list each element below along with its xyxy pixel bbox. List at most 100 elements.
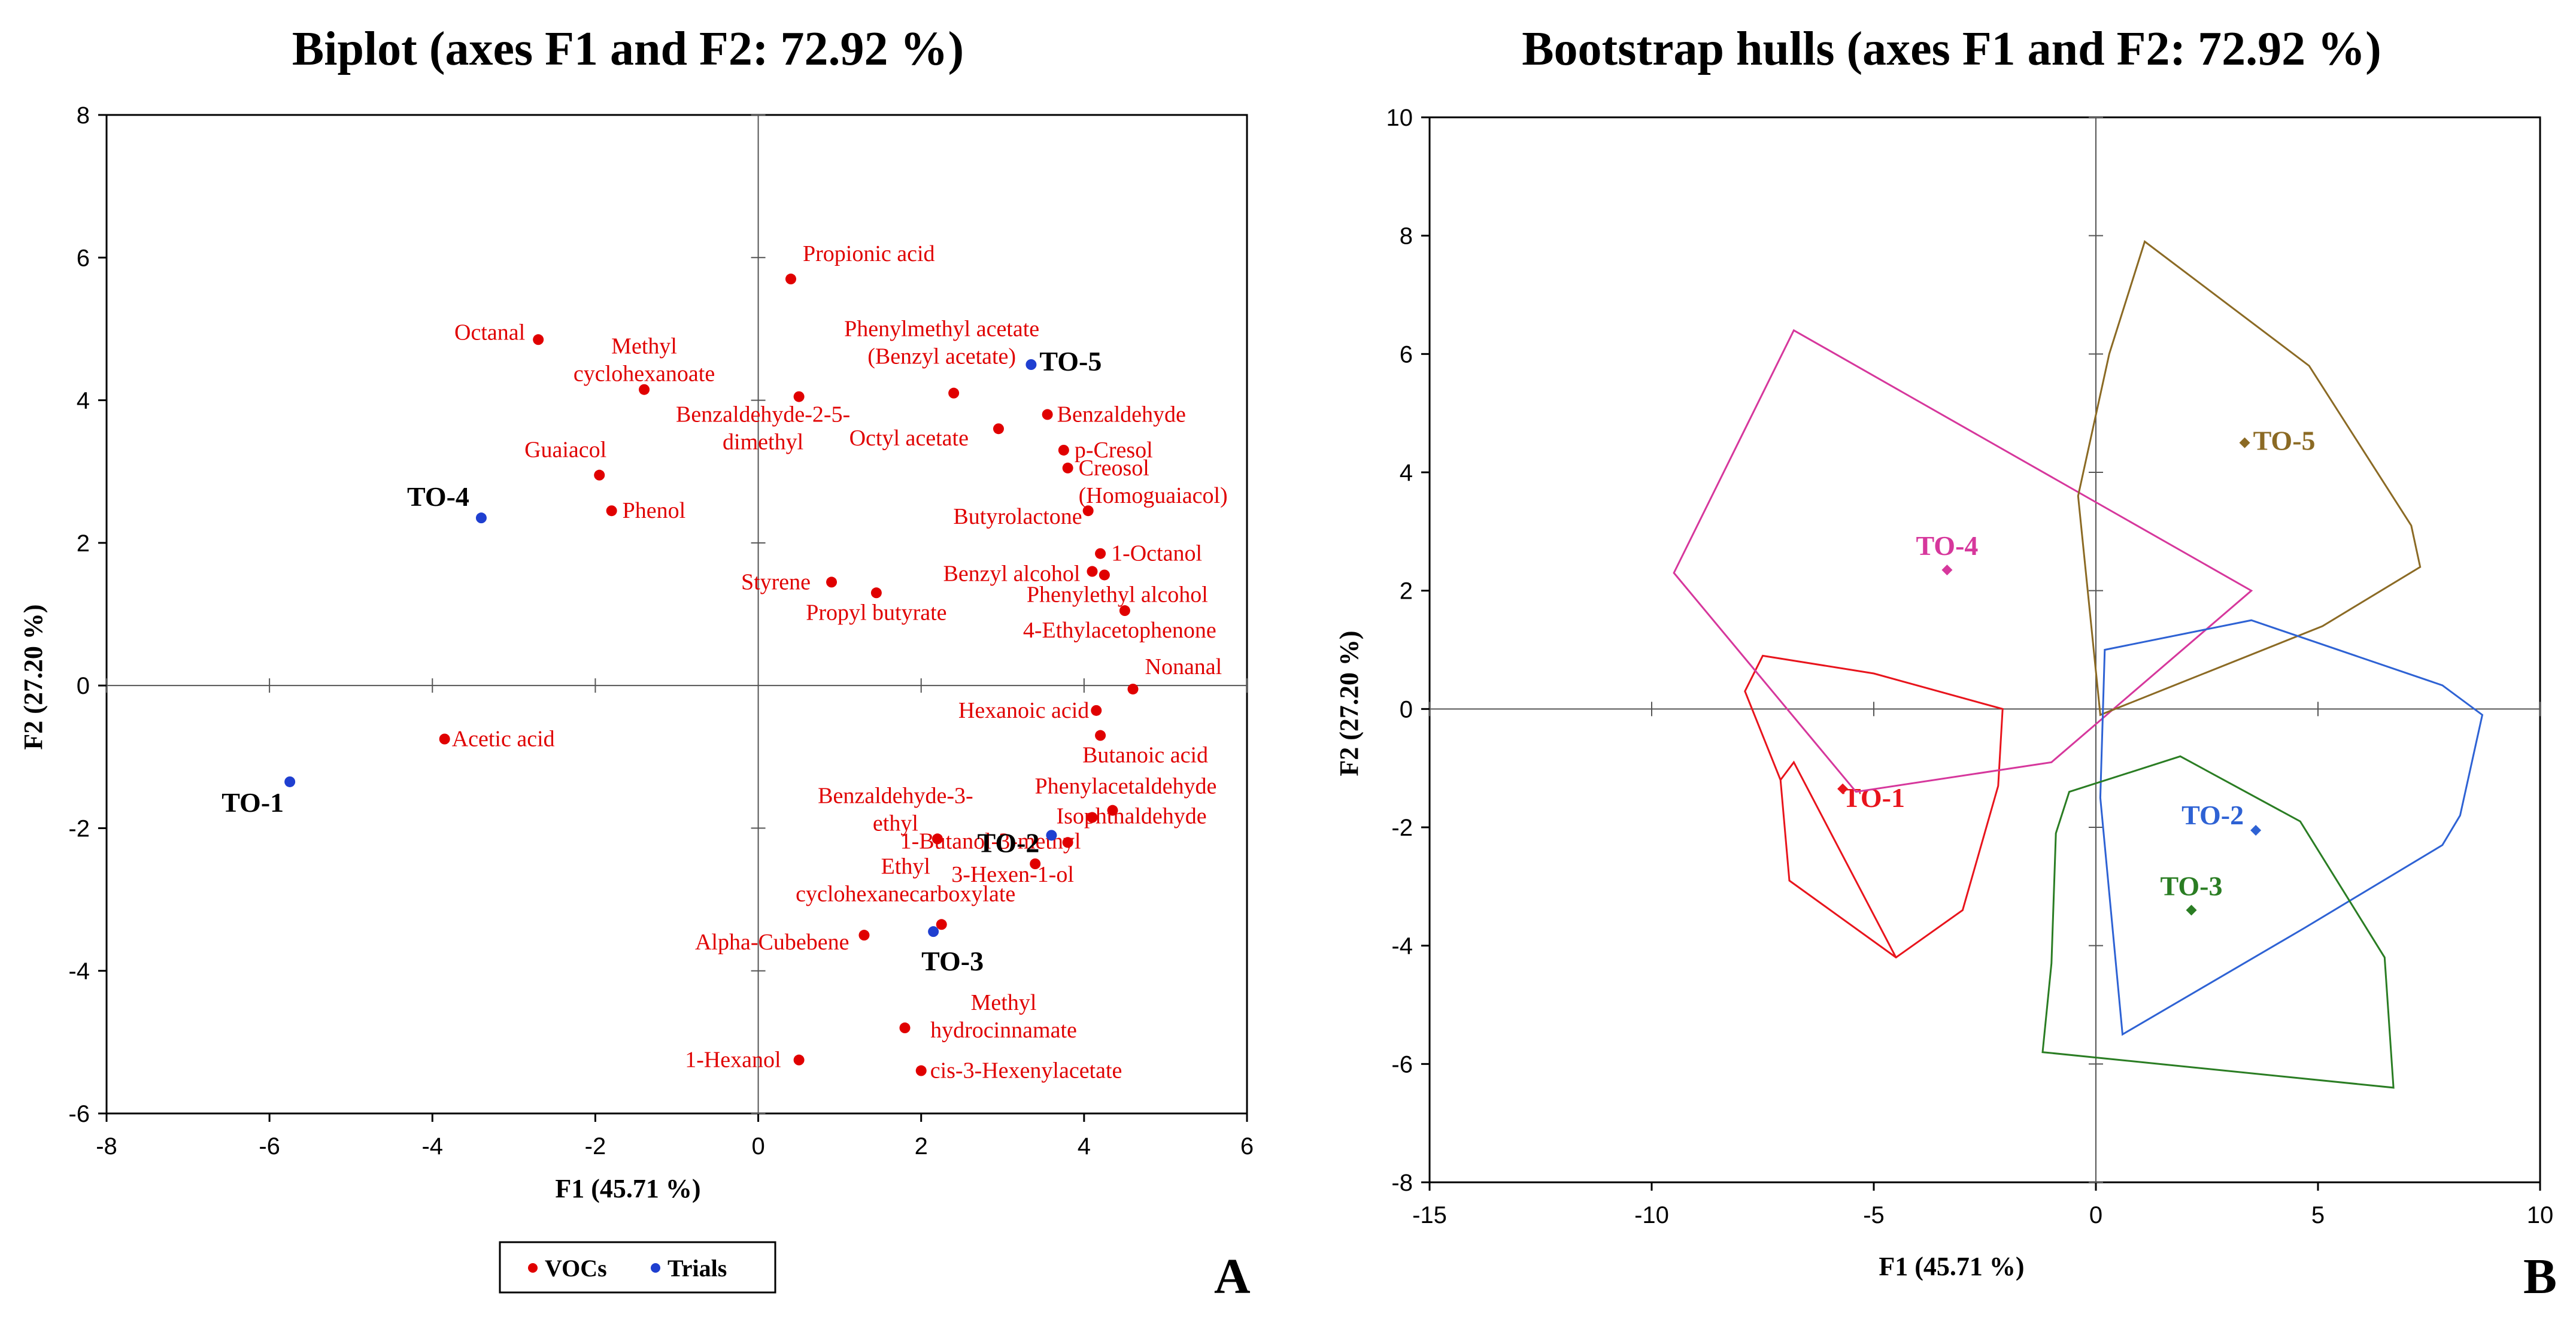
voc-label: cis-3-Hexenylacetate: [930, 1058, 1122, 1084]
voc-label: Methyl hydrocinnamate: [930, 990, 1077, 1043]
biplot-y-tick-label: -6: [68, 1101, 90, 1127]
voc-point: [870, 587, 882, 599]
voc-point: [936, 919, 947, 930]
hull-to-2: [2099, 619, 2484, 1036]
voc-point: [793, 391, 805, 402]
voc-label: Alpha-Cubebene: [695, 930, 849, 955]
biplot-x-tick-label: 6: [1240, 1133, 1254, 1160]
bootstrap-y-tick-label: -6: [1391, 1051, 1413, 1078]
voc-point: [1095, 730, 1106, 741]
bootstrap-x-tick-label: 10: [2527, 1202, 2554, 1228]
voc-point: [1062, 837, 1073, 848]
bootstrap-frame: [1428, 116, 2541, 1184]
trial-label: TO-5: [1039, 346, 1102, 377]
voc-label: Benzaldehyde-2-5-dimethyl: [676, 402, 850, 455]
voc-label: Hexanoic acid: [958, 698, 1089, 723]
voc-label: Creosol (Homoguaiacol): [1079, 456, 1228, 508]
biplot-y-tick-label: 4: [77, 388, 90, 414]
voc-point: [1062, 462, 1073, 474]
bootstrap-y-tick-label: -4: [1391, 933, 1413, 960]
voc-point: [1087, 812, 1098, 823]
biplot-y-tick-label: 8: [77, 102, 90, 129]
legend-voc-label: VOCs: [545, 1255, 607, 1282]
legend-trial-marker: [651, 1263, 660, 1273]
voc-point: [606, 505, 617, 517]
bootstrap-x-tick-label: -10: [1634, 1202, 1669, 1228]
voc-point: [948, 387, 960, 399]
voc-label: Acetic acid: [452, 727, 555, 752]
voc-label: Guaiacol: [524, 438, 606, 463]
hull-to-5: [2077, 240, 2422, 717]
voc-point: [594, 469, 605, 481]
trial-label: TO-3: [921, 946, 984, 976]
voc-label: Isophthaldehyde: [1056, 804, 1206, 829]
voc-point: [858, 930, 870, 941]
biplot-x-tick-label: -4: [421, 1133, 443, 1160]
hull-to-4: [1673, 329, 2253, 793]
biplot-marks: Propionic acid Octanal Methyl cyclohexanoat…: [222, 241, 1227, 1083]
voc-label: 3-Hexen-1-ol: [951, 862, 1074, 887]
trial-label: TO-2: [977, 827, 1039, 858]
voc-point: [1030, 858, 1041, 869]
voc-label: Styrene: [741, 569, 811, 594]
centroid-to-3: [2186, 905, 2197, 916]
biplot-x-tick-label: -6: [259, 1133, 280, 1160]
voc-point: [1095, 548, 1106, 559]
voc-point: [899, 1022, 911, 1034]
biplot-y-tick-label: 6: [77, 245, 90, 271]
hull-to-3: [2041, 755, 2395, 1089]
biplot-legend: VOCs Trials: [499, 1241, 776, 1294]
centroid-to-1: [1837, 783, 1849, 794]
bootstrap-y-tick-label: -2: [1391, 815, 1413, 841]
biplot-title: Biplot (axes F1 and F2: 72.92 %): [292, 23, 964, 75]
voc-point: [1127, 684, 1139, 695]
trial-point: [475, 512, 487, 524]
voc-label: Benzaldehyde: [1057, 402, 1186, 427]
voc-label: 1-Octanol: [1111, 541, 1202, 566]
voc-label: Phenylmethyl acetate (Benzyl acetate): [844, 317, 1039, 369]
legend-box: [499, 1241, 776, 1294]
legend-trial-label: Trials: [667, 1255, 727, 1282]
voc-point: [793, 1054, 805, 1066]
panel-label-b: B: [2523, 1249, 2557, 1304]
bootstrap-x-tick-label: -5: [1863, 1202, 1885, 1228]
trial-point: [284, 776, 296, 787]
voc-point: [639, 384, 650, 395]
bootstrap-y-tick-label: 6: [1400, 341, 1413, 368]
voc-point: [439, 733, 450, 745]
voc-label: Phenol: [623, 498, 686, 523]
biplot-y-tick-label: -4: [68, 958, 90, 985]
biplot-x-tick-label: 0: [751, 1133, 764, 1160]
biplot-y-axis-label: F2 (27.20 %): [19, 604, 48, 749]
voc-label: 4-Ethylacetophenone: [1023, 618, 1216, 643]
voc-label: Octanal: [454, 320, 525, 345]
biplot-x-tick-label: 4: [1078, 1133, 1091, 1160]
bootstrap-y-tick-label: 2: [1400, 578, 1413, 605]
voc-point: [1042, 409, 1053, 420]
hull-label-to-4: TO-4: [1916, 530, 1978, 561]
biplot-x-tick-label: -8: [96, 1133, 117, 1160]
bootstrap-x-tick-label: 0: [2089, 1202, 2102, 1228]
voc-label: Nonanal: [1145, 654, 1222, 679]
bootstrap-y-tick-label: 0: [1400, 696, 1413, 723]
bootstrap-y-tick-label: -8: [1391, 1170, 1413, 1196]
voc-point: [1087, 566, 1098, 577]
hull-label-to-5: TO-5: [2253, 426, 2316, 456]
panel-label-a: A: [1214, 1249, 1251, 1304]
voc-label: 1-Hexanol: [685, 1048, 781, 1073]
centroid-to-4: [1941, 565, 1953, 576]
bootstrap-x-axis-label: F1 (45.71 %): [1879, 1252, 2024, 1281]
voc-point: [785, 274, 796, 285]
voc-point: [993, 423, 1004, 435]
voc-label: Propyl butyrate: [806, 600, 946, 625]
voc-label: Ethyl cyclohexanecarboxylate: [796, 854, 1015, 906]
bootstrap-x-tick-label: 5: [2311, 1202, 2325, 1228]
trial-point: [928, 926, 939, 937]
hull-inner-to-1: [1779, 760, 1897, 958]
trial-point: [1025, 359, 1037, 370]
bootstrap-y-tick-label: 4: [1400, 460, 1413, 486]
trial-point: [1046, 830, 1057, 841]
bootstrap-y-tick-label: 10: [1386, 105, 1413, 131]
biplot-x-tick-label: 2: [915, 1133, 928, 1160]
